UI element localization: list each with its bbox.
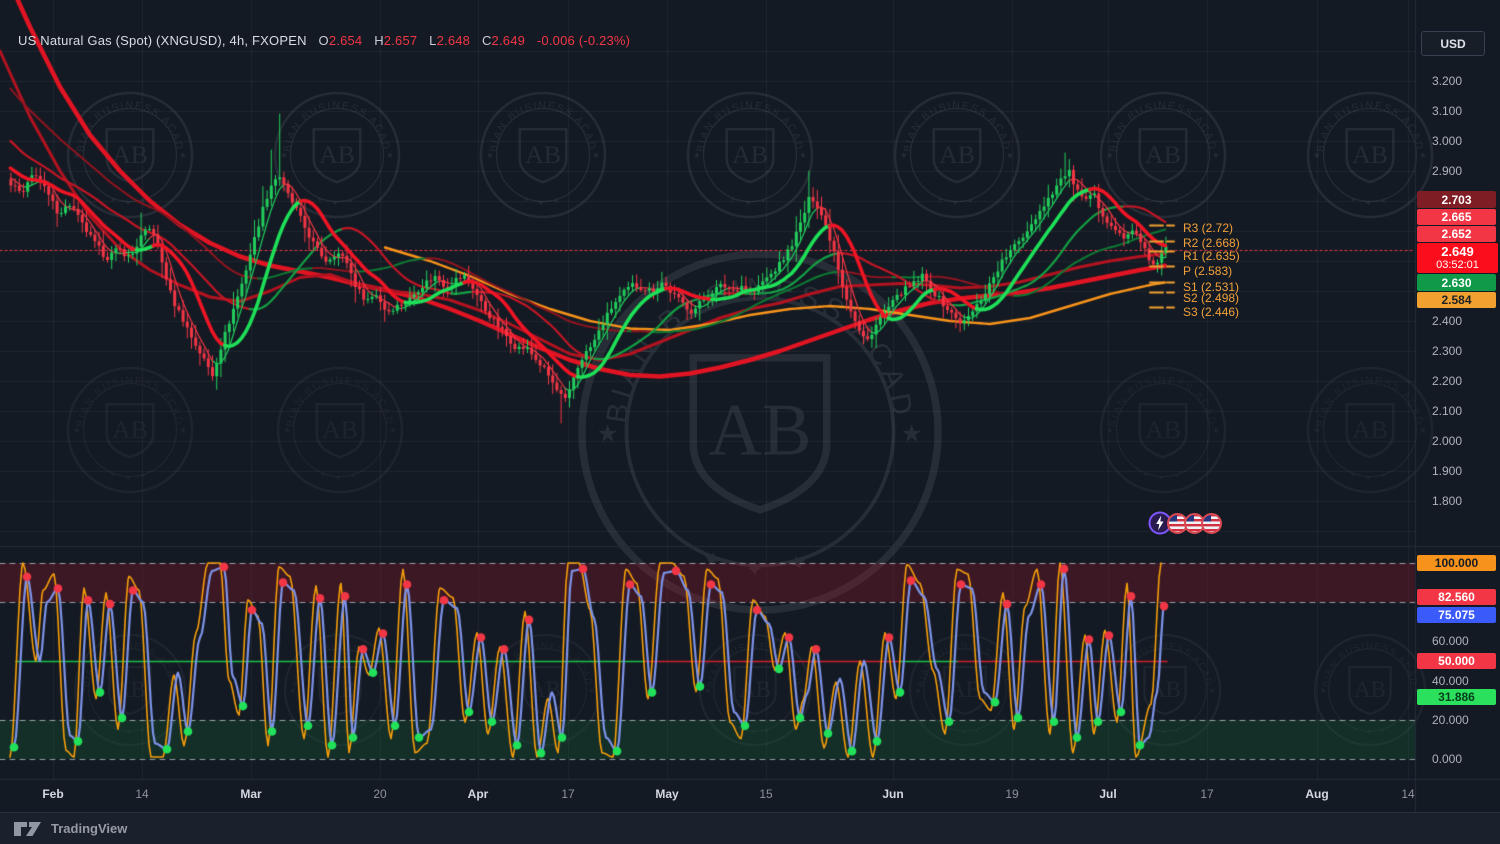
attribution-bar: TradingView bbox=[0, 812, 1500, 844]
pivot-label: P (2.583) bbox=[1183, 264, 1233, 278]
oscillator-tick-label: 0.000 bbox=[1432, 752, 1463, 766]
price-tick-label: 3.200 bbox=[1432, 74, 1463, 88]
us-flag-event-icon[interactable] bbox=[1166, 512, 1189, 535]
open-value: 2.654 bbox=[328, 33, 363, 48]
symbol-title[interactable]: US Natural Gas (Spot) (XNGUSD), 4h, FXOP… bbox=[18, 33, 307, 48]
bar-countdown: 03:52:01 bbox=[1436, 259, 1479, 271]
time-axis-label: 20 bbox=[373, 787, 387, 801]
price-level-badge: 2.630 bbox=[1417, 274, 1496, 291]
price-tick-label: 3.100 bbox=[1432, 104, 1463, 118]
economic-event-icons[interactable] bbox=[1148, 511, 1223, 535]
pivot-label: R2 (2.668) bbox=[1183, 236, 1240, 250]
last-price-value: 2.649 bbox=[1441, 244, 1474, 259]
oscillator-level-badge: 50.000 bbox=[1417, 653, 1496, 669]
time-axis-label: Feb bbox=[42, 787, 64, 801]
oscillator-level-badge: 75.075 bbox=[1417, 607, 1496, 623]
time-axis-label: 19 bbox=[1005, 787, 1019, 801]
time-axis-label: Jun bbox=[882, 787, 904, 801]
price-tick-label: 1.800 bbox=[1432, 494, 1463, 508]
time-axis-label: Aug bbox=[1305, 787, 1329, 801]
oscillator-tick-label: 60.000 bbox=[1432, 634, 1469, 648]
high-value: 2.657 bbox=[383, 33, 418, 48]
tradingview-logo-icon[interactable] bbox=[14, 821, 44, 837]
time-axis-label: 15 bbox=[759, 787, 773, 801]
price-tick-label: 1.900 bbox=[1432, 464, 1463, 478]
pivot-label: R3 (2.72) bbox=[1183, 221, 1234, 235]
price-tick-label: 2.200 bbox=[1432, 374, 1463, 388]
oscillator-tick-label: 20.000 bbox=[1432, 713, 1469, 727]
price-level-badge: 2.652 bbox=[1417, 226, 1496, 242]
change-value: -0.006 (-0.23%) bbox=[536, 33, 631, 48]
time-axis[interactable]: Feb 14 Mar 20 Apr 17 May 15 Jun 19 Jul 17 Aug 14 bbox=[0, 779, 1415, 812]
us-flag-event-icon[interactable] bbox=[1200, 512, 1223, 535]
price-level-badge: 2.665 bbox=[1417, 209, 1496, 225]
time-axis-label: 17 bbox=[561, 787, 575, 801]
pivot-label: S1 (2.531) bbox=[1183, 280, 1240, 294]
price-axis[interactable]: USD 3.200 3.100 3.000 2.900 2.400 2.300 2.200 2… bbox=[1415, 0, 1500, 812]
close-label: C bbox=[481, 33, 492, 48]
price-tick-label: 2.300 bbox=[1432, 344, 1463, 358]
time-axis-label: Jul bbox=[1099, 787, 1117, 801]
time-axis-label: 17 bbox=[1200, 787, 1214, 801]
oscillator-level-badge: 100.000 bbox=[1417, 555, 1496, 571]
price-tick-label: 3.000 bbox=[1432, 134, 1463, 148]
price-tick-label: 2.000 bbox=[1432, 434, 1463, 448]
pivot-label: S3 (2.446) bbox=[1183, 305, 1240, 319]
price-level-badge: 2.584 bbox=[1417, 292, 1496, 308]
open-label: O bbox=[318, 33, 329, 48]
time-axis-label: Apr bbox=[467, 787, 489, 801]
pivot-label: R1 (2.635) bbox=[1183, 249, 1240, 263]
price-tick-label: 2.900 bbox=[1432, 164, 1463, 178]
time-axis-label: 14 bbox=[1401, 787, 1415, 801]
price-level-badge: 2.703 bbox=[1417, 191, 1496, 208]
price-tick-label: 2.400 bbox=[1432, 314, 1463, 328]
oscillator-level-badge: 82.560 bbox=[1417, 589, 1496, 605]
pivot-label: S2 (2.498) bbox=[1183, 291, 1240, 305]
price-tick-label: 2.100 bbox=[1432, 404, 1463, 418]
low-value: 2.648 bbox=[436, 33, 471, 48]
tradingview-logo-text[interactable]: TradingView bbox=[51, 821, 128, 836]
close-value: 2.649 bbox=[491, 33, 526, 48]
oscillator-level-badge: 31.886 bbox=[1417, 689, 1496, 705]
time-axis-label: 14 bbox=[135, 787, 149, 801]
time-axis-label: Mar bbox=[240, 787, 262, 801]
chart-legend: US Natural Gas (Spot) (XNGUSD), 4h, FXOP… bbox=[18, 33, 630, 48]
us-flag-event-icon[interactable] bbox=[1183, 512, 1206, 535]
last-price-badge: 2.649 03:52:01 bbox=[1417, 243, 1498, 273]
currency-button[interactable]: USD bbox=[1421, 31, 1485, 56]
high-label: H bbox=[374, 33, 384, 48]
oscillator-tick-label: 40.000 bbox=[1432, 674, 1469, 688]
low-label: L bbox=[429, 33, 437, 48]
time-axis-label: May bbox=[655, 787, 679, 801]
